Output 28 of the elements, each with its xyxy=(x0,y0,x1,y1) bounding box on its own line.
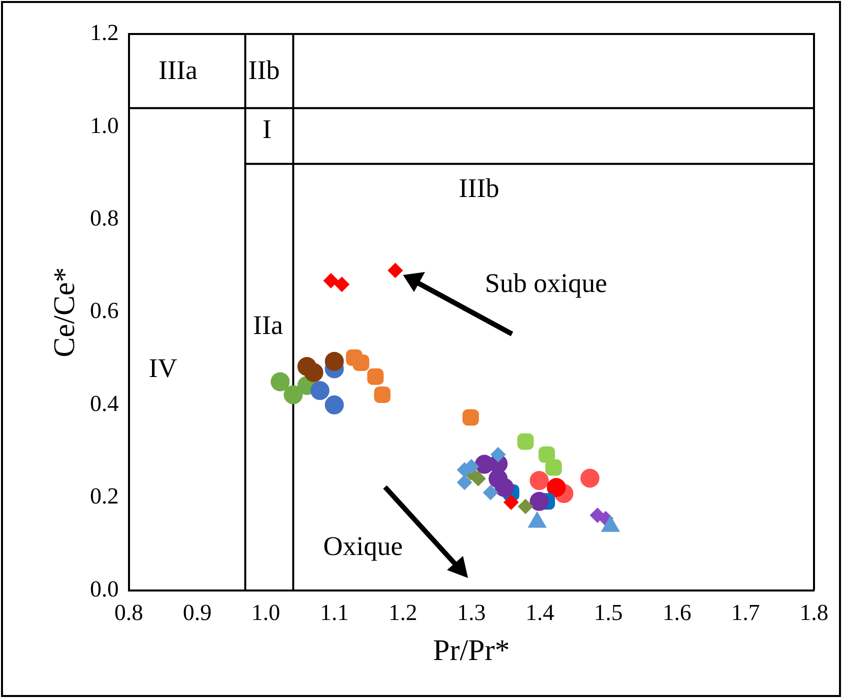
annotation: IIb xyxy=(248,55,280,86)
x-tick-label: 1.6 xyxy=(662,600,692,626)
annotation: Sub oxique xyxy=(484,268,608,298)
annotation: IIIa xyxy=(158,55,198,86)
y-tick-label: 0.4 xyxy=(90,390,120,416)
y-tick-label: 0.2 xyxy=(90,484,119,509)
x-tick-label: 1.4 xyxy=(526,600,555,626)
x-tick-label: 1.5 xyxy=(594,600,623,626)
x-tick-label: 1.2 xyxy=(388,600,418,626)
x-tick-label: 1.3 xyxy=(457,600,486,626)
y-tick-label: 1.0 xyxy=(90,112,119,138)
y-tick-label: 0.6 xyxy=(90,298,119,324)
annotation: IV xyxy=(148,353,178,384)
x-tick-label: 0.9 xyxy=(182,600,212,626)
annotation: Oxique xyxy=(323,531,403,562)
annotation: IIa xyxy=(253,310,283,340)
x-tick-label: 0.8 xyxy=(114,600,144,626)
x-tick-label: 1.8 xyxy=(800,600,828,626)
y-tick-label: 0.8 xyxy=(90,206,119,231)
x-tick-label: 1.1 xyxy=(320,600,349,626)
x-tick-label: 1.7 xyxy=(731,600,760,626)
y-tick-label: 0.0 xyxy=(90,576,119,602)
annotation: IIIb xyxy=(458,173,500,204)
y-axis-title: Ce/Ce* xyxy=(48,267,81,358)
y-tick-label: 1.2 xyxy=(90,20,119,46)
x-tick-label: 1.0 xyxy=(251,600,280,626)
x-axis-title: Pr/Pr* xyxy=(433,634,510,667)
annotation: I xyxy=(262,114,272,144)
